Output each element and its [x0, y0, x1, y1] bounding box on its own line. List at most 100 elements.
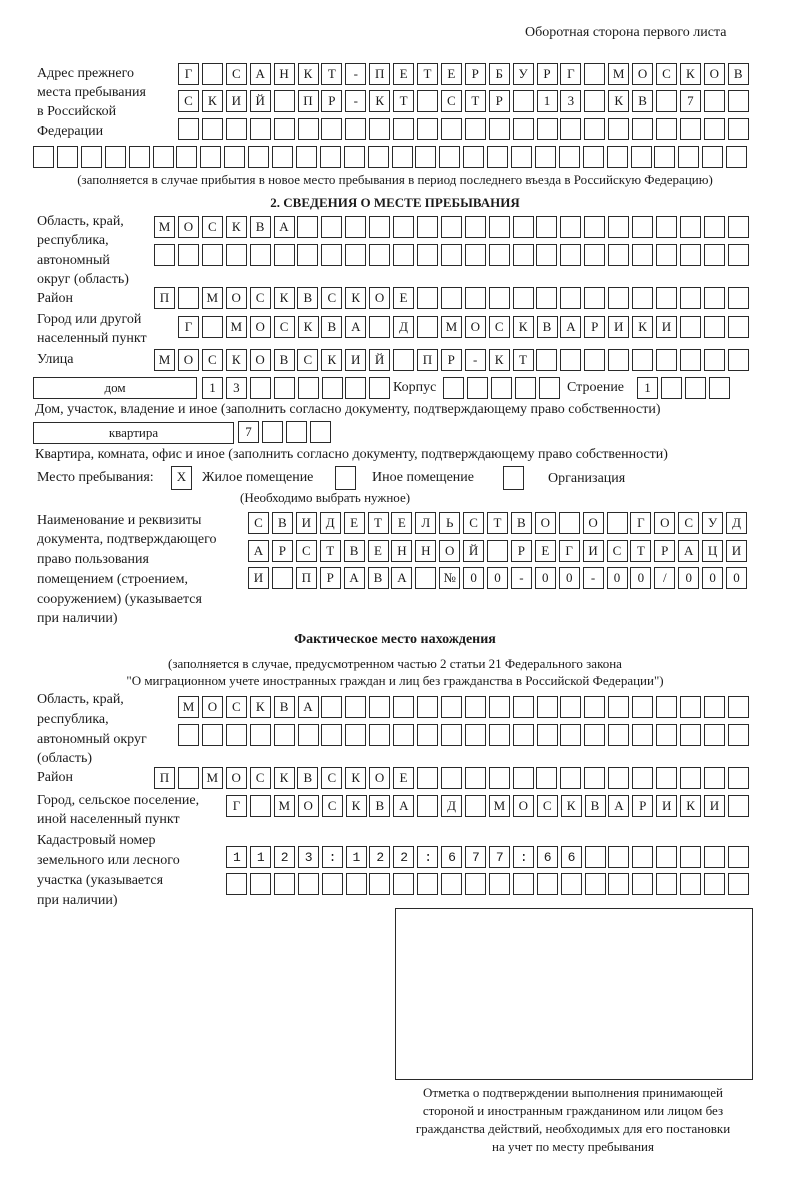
char-cell[interactable]: Б — [488, 63, 510, 85]
char-cell[interactable] — [464, 287, 486, 309]
char-cell[interactable] — [104, 146, 126, 168]
char-cell[interactable] — [703, 118, 725, 140]
char-cell[interactable]: К — [560, 795, 582, 817]
char-cell[interactable] — [656, 90, 677, 112]
char-cell[interactable]: Е — [534, 540, 556, 562]
char-cell[interactable] — [465, 873, 486, 895]
char-cell[interactable] — [488, 287, 510, 309]
char-cell[interactable] — [727, 349, 749, 371]
char-cell[interactable] — [660, 377, 682, 399]
char-cell[interactable] — [369, 724, 391, 746]
char-cell[interactable] — [512, 696, 534, 718]
char-cell[interactable] — [703, 244, 725, 266]
char-cell[interactable]: А — [248, 540, 269, 562]
char-cell[interactable] — [560, 696, 582, 718]
char-cell[interactable]: Й — [369, 349, 391, 371]
char-cell[interactable]: М — [201, 767, 223, 789]
char-cell[interactable] — [608, 767, 630, 789]
char-cell[interactable] — [558, 146, 580, 168]
char-cell[interactable]: М — [273, 795, 295, 817]
char-cell[interactable]: К — [632, 316, 654, 338]
char-cell[interactable]: С — [321, 287, 343, 309]
char-cell[interactable] — [727, 118, 749, 140]
char-cell[interactable] — [703, 90, 725, 112]
char-cell[interactable] — [488, 118, 510, 140]
char-cell[interactable] — [727, 846, 749, 868]
char-cell[interactable]: Д — [393, 316, 415, 338]
char-cell[interactable]: - — [464, 349, 486, 371]
char-cell[interactable] — [465, 795, 486, 817]
char-cell[interactable] — [393, 846, 415, 868]
char-cell[interactable] — [703, 349, 725, 371]
char-cell[interactable] — [632, 216, 653, 238]
char-cell[interactable]: К — [297, 63, 319, 85]
char-cell[interactable] — [417, 846, 439, 868]
char-cell[interactable]: В — [584, 795, 606, 817]
char-cell[interactable]: А — [345, 316, 367, 338]
char-cell[interactable] — [584, 244, 606, 266]
char-cell[interactable] — [632, 118, 654, 140]
char-cell[interactable]: О — [249, 316, 271, 338]
char-cell[interactable] — [321, 724, 343, 746]
char-cell[interactable]: Д — [726, 512, 747, 534]
char-cell[interactable] — [321, 696, 343, 718]
char-cell[interactable]: В — [273, 349, 295, 371]
char-cell[interactable] — [560, 244, 582, 266]
char-cell[interactable] — [393, 349, 414, 371]
char-cell[interactable] — [632, 873, 654, 895]
char-cell[interactable]: Е — [393, 63, 415, 85]
char-cell[interactable]: О — [225, 287, 247, 309]
char-cell[interactable]: Т — [367, 512, 389, 534]
char-cell[interactable] — [560, 349, 582, 371]
char-cell[interactable] — [536, 216, 558, 238]
char-cell[interactable] — [369, 244, 391, 266]
char-cell[interactable] — [417, 873, 439, 895]
char-cell[interactable] — [201, 63, 223, 85]
char-cell[interactable] — [560, 118, 582, 140]
char-cell[interactable] — [297, 244, 319, 266]
char-cell[interactable]: О — [464, 316, 486, 338]
char-cell[interactable] — [417, 118, 438, 140]
char-cell[interactable]: О — [177, 349, 199, 371]
char-cell[interactable] — [443, 377, 464, 399]
char-cell[interactable] — [178, 724, 199, 746]
char-cell[interactable]: 7 — [238, 421, 259, 443]
char-cell[interactable] — [582, 146, 604, 168]
char-cell[interactable] — [321, 244, 343, 266]
char-cell[interactable]: Р — [319, 567, 341, 589]
char-cell[interactable] — [560, 287, 582, 309]
char-cell[interactable] — [656, 696, 677, 718]
char-cell[interactable] — [321, 118, 343, 140]
char-cell[interactable] — [369, 696, 391, 718]
char-cell[interactable] — [490, 377, 512, 399]
char-cell[interactable] — [560, 724, 582, 746]
char-cell[interactable] — [177, 244, 199, 266]
char-cell[interactable] — [319, 146, 341, 168]
char-cell[interactable] — [703, 724, 725, 746]
char-cell[interactable]: - — [510, 567, 532, 589]
char-cell[interactable] — [679, 767, 701, 789]
char-cell[interactable] — [584, 767, 606, 789]
char-cell[interactable] — [369, 316, 391, 338]
char-cell[interactable]: Т — [464, 90, 486, 112]
char-cell[interactable] — [608, 349, 630, 371]
char-cell[interactable] — [393, 244, 414, 266]
char-cell[interactable] — [176, 146, 198, 168]
char-cell[interactable]: Т — [321, 63, 343, 85]
char-cell[interactable]: П — [154, 767, 175, 789]
char-cell[interactable] — [558, 512, 580, 534]
char-cell[interactable]: Е — [393, 767, 414, 789]
char-cell[interactable] — [201, 724, 223, 746]
char-cell[interactable] — [273, 244, 295, 266]
char-cell[interactable] — [655, 244, 677, 266]
char-cell[interactable]: И — [656, 316, 677, 338]
char-cell[interactable] — [249, 118, 271, 140]
char-cell[interactable] — [345, 377, 367, 399]
char-cell[interactable]: Н — [391, 540, 413, 562]
char-cell[interactable]: Т — [319, 540, 341, 562]
char-cell[interactable] — [297, 846, 319, 868]
char-cell[interactable] — [679, 316, 701, 338]
char-cell[interactable]: М — [154, 349, 175, 371]
char-cell[interactable]: О — [703, 63, 725, 85]
char-cell[interactable] — [606, 146, 628, 168]
